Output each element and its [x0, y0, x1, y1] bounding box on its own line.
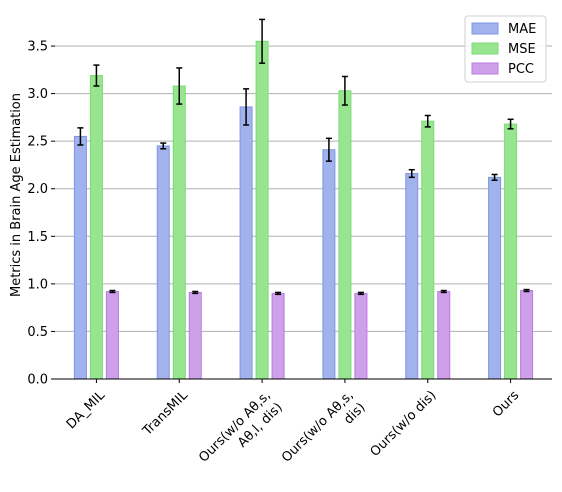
legend-label-mse: MSE [508, 42, 536, 57]
error-bars [77, 18, 530, 296]
bar-mae [405, 173, 419, 380]
axes: 0.00.51.01.52.02.53.03.5DA_MIL TransMIL Ou… [27, 40, 552, 466]
x-tick-label-group: Ours [490, 388, 522, 420]
legend-swatch-mae [471, 22, 499, 35]
x-tick-label: DA_MIL [64, 388, 109, 433]
bar-pcc [271, 292, 285, 380]
y-tick-label: 1.5 [27, 230, 48, 245]
bar-pcc [520, 290, 534, 380]
x-tick-label: Ours(w/o dis) [368, 388, 440, 460]
y-tick-label: 0.5 [27, 325, 48, 340]
bar-mse [338, 90, 352, 380]
x-tick-label-group: Ours(w/o Aθ,s,dis) [279, 388, 369, 466]
y-tick-label: 2.0 [27, 182, 48, 197]
x-tick-label-group: Ours(w/o Aθ,s,Aθ,l, dis) [196, 388, 286, 466]
bars [73, 40, 534, 380]
bar-pcc [105, 290, 119, 380]
x-tick-label-group: DA_MIL [64, 388, 109, 433]
bar-pcc [354, 292, 368, 380]
legend-swatch-pcc [471, 62, 499, 75]
bar-mae [488, 176, 502, 380]
bar-mae [239, 106, 253, 380]
x-tick-label: Ours [490, 388, 522, 420]
bar-mse [504, 123, 518, 380]
grid-lines [55, 45, 552, 332]
bar-mse [255, 40, 269, 380]
y-axis-label: Metrics in Brain Age Estimation [9, 93, 24, 297]
y-tick-label: 3.5 [27, 40, 48, 55]
bar-mae [156, 145, 170, 380]
legend-label-mae: MAE [508, 22, 536, 37]
legend-swatch-mse [471, 42, 499, 55]
bar-mae [73, 135, 87, 380]
bar-mae [322, 149, 336, 380]
y-tick-label: 1.0 [27, 277, 48, 292]
y-tick-label: 2.5 [27, 135, 48, 150]
x-tick-label: Ours(w/o Aθ,s, [279, 388, 357, 466]
legend-label-pcc: PCC [508, 62, 534, 77]
y-tick-label: 0.0 [27, 373, 48, 388]
bar-pcc [188, 291, 202, 380]
bar-mse [172, 85, 186, 380]
bar-mse [421, 120, 435, 380]
y-tick-label: 3.0 [27, 87, 48, 102]
legend: MAE MSE PCC [464, 15, 547, 83]
x-tick-label: TransMIL [140, 388, 192, 440]
bar-pcc [437, 290, 451, 380]
x-tick-label-group: TransMIL [140, 388, 192, 440]
bar-mse [89, 75, 103, 380]
x-tick-label-group: Ours(w/o dis) [368, 388, 440, 460]
